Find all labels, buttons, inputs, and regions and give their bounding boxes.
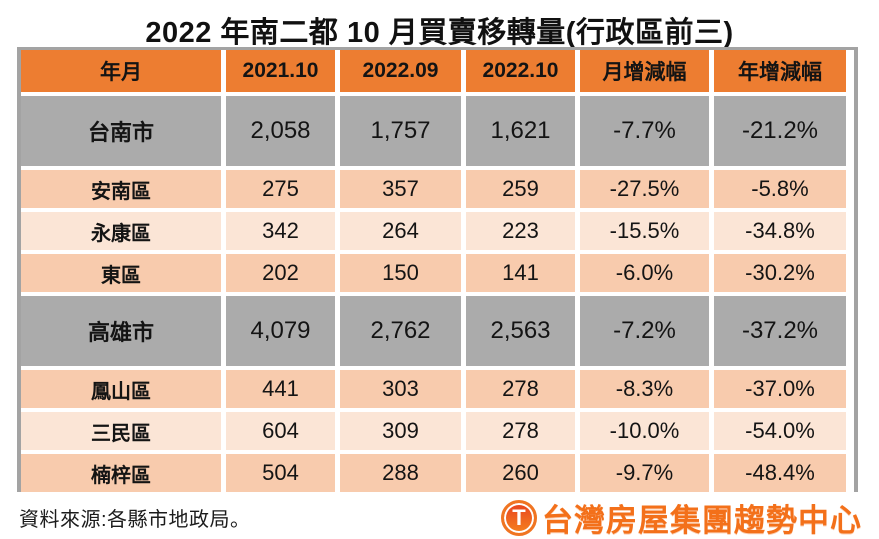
value-cell: 275	[226, 170, 335, 208]
value-cell: -8.3%	[580, 370, 709, 408]
value-cell: 288	[340, 454, 461, 492]
value-cell: 4,079	[226, 296, 335, 366]
value-cell: -15.5%	[580, 212, 709, 250]
value-cell: -37.2%	[714, 296, 846, 366]
value-cell: 141	[466, 254, 575, 292]
brand-logo-text: 台灣房屋集團趨勢中心	[542, 503, 862, 538]
value-cell: 2,563	[466, 296, 575, 366]
value-cell: -9.7%	[580, 454, 709, 492]
table-row: 東區 202 150 141 -6.0% -30.2%	[21, 254, 854, 292]
value-cell: -5.8%	[714, 170, 846, 208]
page-title: 2022 年南二都 10 月買賣移轉量(行政區前三)	[145, 17, 734, 49]
row-label: 東區	[21, 254, 221, 292]
value-cell: 223	[466, 212, 575, 250]
row-label: 三民區	[21, 412, 221, 450]
value-cell: -7.7%	[580, 96, 709, 166]
value-cell: 202	[226, 254, 335, 292]
value-cell: 260	[466, 454, 575, 492]
value-cell: -48.4%	[714, 454, 846, 492]
table-row: 安南區 275 357 259 -27.5% -5.8%	[21, 170, 854, 208]
table-header-row: 年月 2021.10 2022.09 2022.10 月增減幅 年增減幅	[21, 50, 854, 92]
header-cell-mom: 月增減幅	[580, 50, 709, 92]
table-grid: 年月 2021.10 2022.09 2022.10 月增減幅 年增減幅 台南市…	[21, 50, 854, 492]
value-cell: -10.0%	[580, 412, 709, 450]
value-cell: -30.2%	[714, 254, 846, 292]
header-cell-yearmonth: 年月	[21, 50, 221, 92]
value-cell: 1,757	[340, 96, 461, 166]
value-cell: 2,762	[340, 296, 461, 366]
value-cell: -7.2%	[580, 296, 709, 366]
table-row: 永康區 342 264 223 -15.5% -34.8%	[21, 212, 854, 250]
header-cell-yoy: 年增減幅	[714, 50, 846, 92]
value-cell: 309	[340, 412, 461, 450]
value-cell: 264	[340, 212, 461, 250]
value-cell: -37.0%	[714, 370, 846, 408]
table-row: 楠梓區 504 288 260 -9.7% -48.4%	[21, 454, 854, 492]
table-row: 三民區 604 309 278 -10.0% -54.0%	[21, 412, 854, 450]
header-cell-2022-09: 2022.09	[340, 50, 461, 92]
row-label: 台南市	[21, 96, 221, 166]
source-note: 資料來源:各縣市地政局。	[19, 509, 251, 531]
value-cell: 441	[226, 370, 335, 408]
value-cell: 150	[340, 254, 461, 292]
value-cell: 278	[466, 370, 575, 408]
value-cell: -34.8%	[714, 212, 846, 250]
row-label: 永康區	[21, 212, 221, 250]
value-cell: 1,621	[466, 96, 575, 166]
brand-t-icon: T	[501, 499, 537, 536]
bottom-bar: 資料來源:各縣市地政局。 T 台灣房屋集團趨勢中心	[0, 496, 879, 539]
value-cell: -54.0%	[714, 412, 846, 450]
value-cell: 303	[340, 370, 461, 408]
row-label: 安南區	[21, 170, 221, 208]
value-cell: 2,058	[226, 96, 335, 166]
table-row: 高雄市 4,079 2,762 2,563 -7.2% -37.2%	[21, 296, 854, 366]
value-cell: 504	[226, 454, 335, 492]
transfer-volume-table: 年月 2021.10 2022.09 2022.10 月增減幅 年增減幅 台南市…	[17, 47, 858, 492]
table-row: 鳳山區 441 303 278 -8.3% -37.0%	[21, 370, 854, 408]
row-label: 楠梓區	[21, 454, 221, 492]
table-row: 台南市 2,058 1,757 1,621 -7.7% -21.2%	[21, 96, 854, 166]
brand-logo: T 台灣房屋集團趨勢中心	[501, 495, 862, 539]
row-label: 高雄市	[21, 296, 221, 366]
row-label: 鳳山區	[21, 370, 221, 408]
value-cell: 604	[226, 412, 335, 450]
value-cell: 278	[466, 412, 575, 450]
value-cell: -27.5%	[580, 170, 709, 208]
value-cell: -21.2%	[714, 96, 846, 166]
value-cell: 259	[466, 170, 575, 208]
value-cell: 342	[226, 212, 335, 250]
header-cell-2021-10: 2021.10	[226, 50, 335, 92]
value-cell: 357	[340, 170, 461, 208]
value-cell: -6.0%	[580, 254, 709, 292]
header-cell-2022-10: 2022.10	[466, 50, 575, 92]
